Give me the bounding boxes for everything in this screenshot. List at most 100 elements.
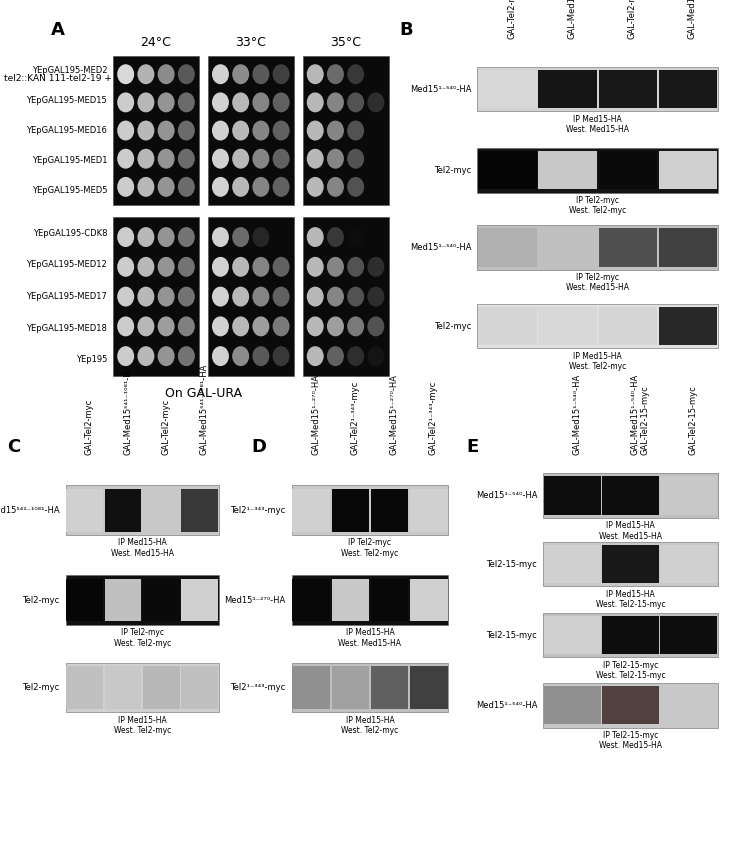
Text: IP Tel2-myc
West. Tel2-myc: IP Tel2-myc West. Tel2-myc (341, 538, 399, 558)
Circle shape (367, 317, 384, 336)
Circle shape (232, 92, 249, 112)
Circle shape (137, 227, 155, 247)
Text: IP Tel2-myc
West. Tel2-myc: IP Tel2-myc West. Tel2-myc (114, 628, 171, 648)
Circle shape (347, 346, 364, 366)
Circle shape (232, 346, 249, 366)
Bar (66, 663, 219, 712)
Bar (292, 666, 330, 709)
Circle shape (273, 92, 289, 112)
Bar (544, 616, 601, 654)
Text: Med15¹⁻²⁷⁰-HA: Med15¹⁻²⁷⁰-HA (225, 596, 286, 604)
Circle shape (157, 121, 175, 140)
Circle shape (347, 287, 364, 306)
Circle shape (347, 177, 364, 197)
Text: Tel2-myc: Tel2-myc (434, 322, 472, 330)
Text: A: A (51, 21, 65, 39)
Circle shape (212, 149, 229, 169)
Bar (303, 56, 389, 205)
Circle shape (178, 317, 195, 336)
Bar (66, 666, 104, 709)
Circle shape (178, 121, 195, 140)
Bar (477, 148, 718, 193)
Bar (303, 217, 389, 376)
Bar (538, 70, 597, 108)
Bar (660, 477, 717, 514)
Circle shape (327, 92, 344, 112)
Circle shape (232, 121, 249, 140)
Bar (543, 613, 718, 657)
Text: IP Med15-HA
West. Tel2-myc: IP Med15-HA West. Tel2-myc (114, 716, 171, 735)
Text: GAL-Tel2¹⁻³⁴³-myc: GAL-Tel2¹⁻³⁴³-myc (351, 381, 359, 455)
Circle shape (137, 287, 155, 306)
Circle shape (232, 149, 249, 169)
Circle shape (212, 317, 229, 336)
Circle shape (157, 92, 175, 112)
Bar (599, 229, 658, 266)
Circle shape (157, 287, 175, 306)
Text: IP Med15-HA
West. Tel2-myc: IP Med15-HA West. Tel2-myc (569, 352, 626, 372)
Circle shape (117, 227, 134, 247)
Text: YEpGAL195-MED15: YEpGAL195-MED15 (26, 96, 107, 105)
Circle shape (212, 287, 229, 306)
Text: YEpGAL195-MED12: YEpGAL195-MED12 (26, 260, 107, 270)
Circle shape (137, 346, 155, 366)
Bar (658, 307, 717, 345)
Circle shape (307, 149, 324, 169)
Circle shape (252, 92, 270, 112)
Circle shape (157, 257, 175, 276)
Circle shape (307, 64, 324, 84)
Text: GAL-Med15⁵⁴¹⁻¹⁰⁸¹-HA: GAL-Med15⁵⁴¹⁻¹⁰⁸¹-HA (123, 364, 132, 455)
Circle shape (212, 346, 229, 366)
Bar (602, 616, 659, 654)
Circle shape (273, 64, 289, 84)
Text: IP Tel2-myc
West. Tel2-myc: IP Tel2-myc West. Tel2-myc (569, 196, 626, 216)
Text: Med15¹⁻⁵⁴⁰-HA: Med15¹⁻⁵⁴⁰-HA (410, 243, 472, 252)
Text: D: D (252, 438, 267, 456)
Text: Tel2¹⁻³⁴³-myc: Tel2¹⁻³⁴³-myc (230, 683, 286, 692)
Circle shape (157, 346, 175, 366)
Circle shape (273, 346, 289, 366)
Text: 24°C: 24°C (141, 36, 171, 49)
Text: Tel2-myc: Tel2-myc (23, 683, 60, 692)
Circle shape (347, 121, 364, 140)
Circle shape (212, 92, 229, 112)
Text: 33°C: 33°C (235, 36, 266, 49)
Bar (292, 579, 330, 621)
Text: YEpGAL195-MED16: YEpGAL195-MED16 (26, 126, 107, 135)
Bar (105, 666, 141, 709)
Circle shape (367, 92, 384, 112)
Circle shape (117, 317, 134, 336)
Circle shape (327, 64, 344, 84)
Bar (658, 152, 717, 189)
Bar (292, 489, 330, 532)
Circle shape (327, 177, 344, 197)
Bar (292, 485, 448, 535)
Bar (292, 575, 448, 625)
Circle shape (347, 317, 364, 336)
Bar (208, 56, 294, 205)
Circle shape (307, 346, 324, 366)
Circle shape (178, 64, 195, 84)
Circle shape (307, 317, 324, 336)
Text: E: E (467, 438, 479, 456)
Text: GAL-Med15¹⁻²⁷⁰-HA: GAL-Med15¹⁻²⁷⁰-HA (311, 374, 320, 455)
Circle shape (307, 227, 324, 247)
Bar (660, 616, 717, 654)
Bar (478, 307, 537, 345)
Text: IP Tel2-myc
West. Med15-HA: IP Tel2-myc West. Med15-HA (566, 273, 629, 293)
Text: IP Tel2-15-myc
West. Tel2-15-myc: IP Tel2-15-myc West. Tel2-15-myc (596, 661, 666, 681)
Circle shape (273, 287, 289, 306)
Bar (478, 70, 537, 108)
Text: YEpGAL195-CDK8: YEpGAL195-CDK8 (33, 229, 107, 238)
Bar (332, 579, 369, 621)
Circle shape (178, 257, 195, 276)
Bar (410, 579, 448, 621)
Circle shape (137, 149, 155, 169)
Circle shape (327, 257, 344, 276)
Circle shape (117, 177, 134, 197)
Circle shape (178, 227, 195, 247)
Circle shape (137, 177, 155, 197)
Circle shape (307, 92, 324, 112)
Bar (477, 304, 718, 348)
Circle shape (178, 287, 195, 306)
